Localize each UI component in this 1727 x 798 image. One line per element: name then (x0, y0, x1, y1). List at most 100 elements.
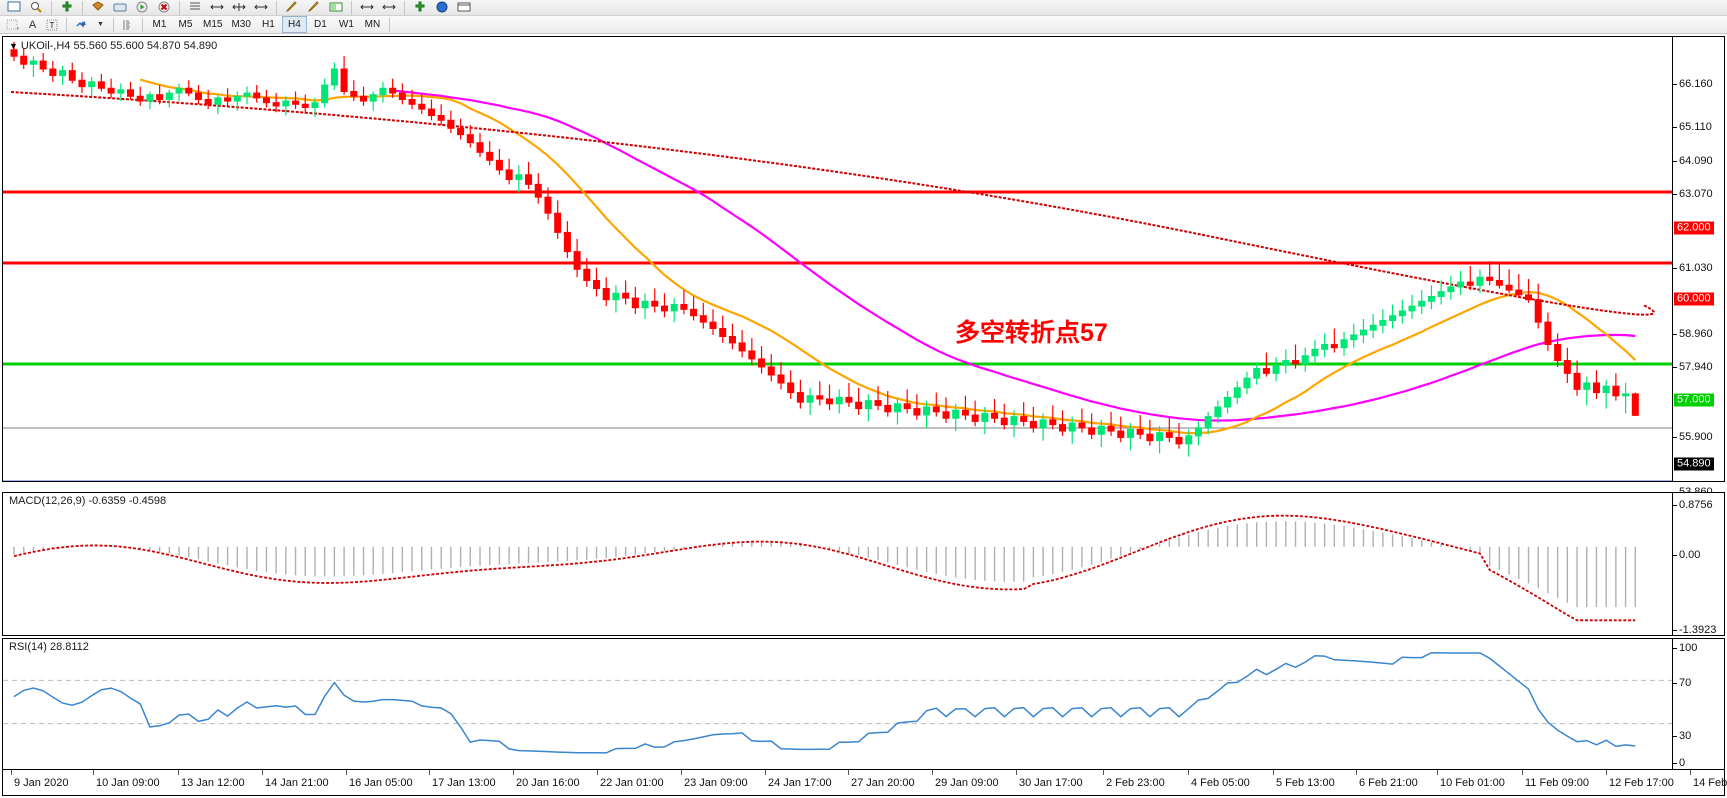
macd-plot-area[interactable] (3, 493, 1724, 635)
new-chart-icon[interactable] (4, 0, 24, 15)
time-tick (848, 770, 849, 775)
arrows-icon[interactable] (357, 0, 377, 15)
time-axis-label: 10 Feb 01:00 (1440, 777, 1505, 789)
timeframe-m30[interactable]: M30 (231, 19, 251, 30)
axis-tick (1673, 555, 1677, 556)
macd-axis-label: 0.00 (1679, 549, 1701, 561)
indicator-icon[interactable] (88, 0, 108, 15)
candlestick (1059, 410, 1067, 436)
time-tick (93, 770, 94, 775)
timeframe-mn[interactable]: MN (364, 19, 381, 30)
candlestick (1466, 266, 1474, 291)
rsi-axis-label: 70 (1679, 677, 1692, 689)
grid-icon[interactable] (185, 0, 205, 15)
timeframe-d1[interactable]: D1 (314, 19, 327, 30)
calendar-icon[interactable] (454, 0, 474, 15)
template-icon[interactable] (110, 0, 130, 15)
stop-icon[interactable] (154, 0, 174, 15)
price-axis[interactable]: 66.160 65.110 64.090 63.070 62.000 61.030 60.0… (1672, 37, 1724, 525)
candlestick (437, 104, 445, 126)
candlestick (476, 133, 484, 158)
candlestick (447, 110, 455, 134)
axis-tick (1673, 736, 1677, 737)
rsi-line (13, 651, 1636, 754)
text-box-tool-icon[interactable]: T (42, 17, 62, 33)
candlestick (525, 161, 533, 190)
scale-tool-icon[interactable] (118, 17, 138, 33)
timeframe-m1[interactable]: M1 (152, 19, 167, 30)
candlestick (1010, 410, 1018, 438)
candlestick (1136, 415, 1144, 440)
time-axis[interactable]: 9 Jan 2020 10 Jan 09:00 13 Jan 12:00 14 Jan… (2, 770, 1727, 796)
time-tick (262, 770, 263, 775)
axis-tick (1673, 683, 1677, 684)
add-icon[interactable] (57, 0, 77, 15)
toolbar-divider-6 (404, 1, 405, 15)
candlestick (748, 338, 756, 366)
candlestick (1253, 362, 1261, 385)
candlestick (554, 200, 562, 239)
candlestick (1457, 270, 1465, 295)
candlestick (1146, 419, 1154, 446)
candlestick (991, 398, 999, 424)
candlestick (1534, 283, 1542, 329)
candlestick (593, 267, 601, 297)
timeframe-m15[interactable]: M15 (203, 19, 223, 30)
window-icon[interactable] (326, 0, 346, 15)
candlestick (214, 94, 222, 114)
rsi-plot-area[interactable] (3, 639, 1724, 769)
candlestick (1612, 373, 1620, 401)
candlestick (1321, 333, 1329, 358)
candlestick (1592, 370, 1600, 399)
main-toolbar: F A T ▼ M1 M5 M15 M30 H1 H4 D1 W1 MN (0, 16, 1727, 34)
rsi-axis-label: 30 (1679, 730, 1692, 742)
pencil-icon[interactable] (282, 0, 302, 15)
candlestick (660, 293, 668, 318)
candlestick (690, 296, 698, 321)
timeframe-m5[interactable]: M5 (178, 19, 193, 30)
candlestick (1379, 309, 1387, 334)
candlestick (1262, 352, 1270, 377)
globe-icon[interactable] (432, 0, 452, 15)
price-plot-area[interactable] (3, 37, 1724, 481)
pencil2-icon[interactable] (304, 0, 324, 15)
candlestick (1505, 269, 1513, 294)
shift-icon[interactable] (207, 0, 227, 15)
text-label-tool-icon[interactable]: A (28, 18, 37, 31)
toolbar-divider (51, 1, 52, 15)
candlestick (952, 403, 960, 432)
plus-green-icon[interactable] (410, 0, 430, 15)
macd-svg (13, 514, 1637, 622)
candlestick (758, 346, 766, 374)
arrows2-icon[interactable] (379, 0, 399, 15)
candlestick (855, 387, 863, 416)
price-axis-badge: 60.000 (1674, 292, 1714, 306)
candlestick (777, 362, 785, 390)
macd-indicator-panel[interactable]: MACD(12,26,9) -0.6359 -0.4598 0.8756 0.00… (2, 492, 1725, 636)
candlestick (1418, 290, 1426, 315)
candlestick (1088, 413, 1096, 440)
candlestick (1000, 403, 1008, 430)
candlestick (971, 400, 979, 427)
rsi-indicator-panel[interactable]: RSI(14) 28.8112 100 70 30 0 (2, 638, 1725, 770)
play-icon[interactable] (132, 0, 152, 15)
candlestick (1495, 264, 1503, 289)
shapes-tool-icon[interactable] (71, 17, 91, 33)
candlestick (1311, 339, 1319, 364)
descending-trendline (10, 91, 1655, 316)
collapse-arrow-icon[interactable]: ▼ (9, 41, 18, 51)
time-axis-label: 4 Feb 05:00 (1191, 777, 1250, 789)
timeframe-h4[interactable]: H4 (281, 16, 307, 33)
candlestick (1224, 390, 1232, 414)
candlestick (1214, 400, 1222, 424)
timeframe-w1[interactable]: W1 (338, 19, 354, 30)
chevron-down-icon[interactable]: ▼ (97, 21, 104, 28)
expand-icon[interactable] (229, 0, 249, 15)
timeframe-h1[interactable]: H1 (262, 19, 275, 30)
zoom-icon[interactable] (26, 0, 46, 15)
crosshair-tool-icon[interactable]: F (3, 17, 23, 33)
contract-icon[interactable] (251, 0, 271, 15)
candlestick (1068, 416, 1076, 444)
price-chart-panel[interactable]: ▼ UKOil-,H4 55.560 55.600 54.870 54.890 多… (2, 36, 1725, 525)
svg-text:T: T (50, 21, 55, 30)
